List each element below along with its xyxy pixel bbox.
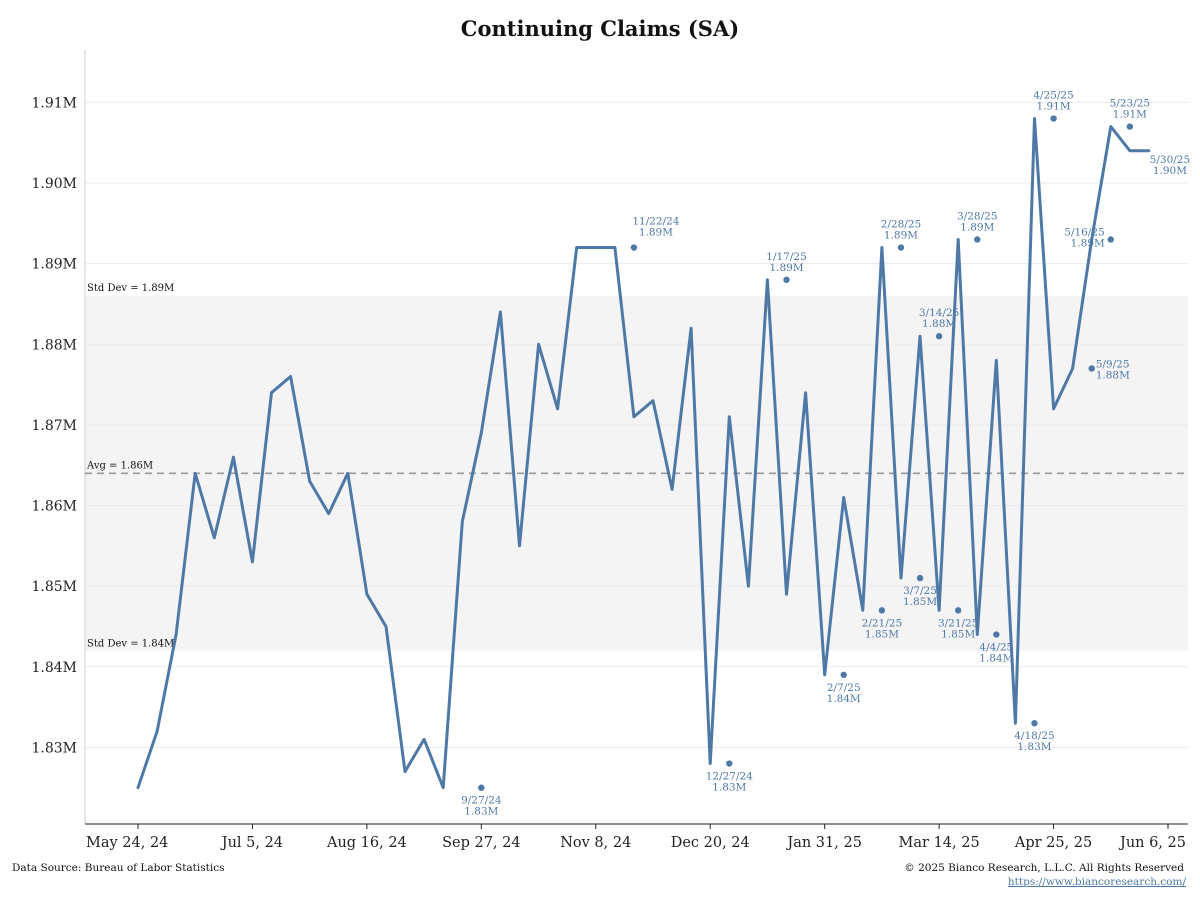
y-tick-label: 1.87M [31, 418, 77, 434]
annotation-date-label: 4/25/25 [1033, 90, 1073, 102]
data-point-marker [897, 244, 905, 251]
data-point-marker [935, 333, 943, 340]
annotation-date-label: 3/28/25 [957, 210, 997, 222]
data-source-note: Data Source: Bureau of Labor Statistics [12, 862, 225, 874]
x-tick-label: Jul 5, 24 [220, 835, 283, 851]
annotation-date-label: 3/21/25 [938, 617, 978, 629]
annotation-date-label: 2/21/25 [862, 617, 902, 629]
data-point-marker [1031, 720, 1038, 727]
data-point-marker [1126, 123, 1134, 130]
x-tick-label: Apr 25, 25 [1014, 835, 1092, 851]
annotation-date-label: 9/27/24 [461, 795, 502, 807]
annotation-date-label: 2/28/25 [881, 219, 921, 231]
annotation-value-label: 1.85M [865, 628, 899, 640]
annotation-value-label: 1.89M [769, 262, 803, 274]
x-tick-label: Sep 27, 24 [442, 835, 521, 851]
data-point-marker [974, 236, 981, 243]
data-point-marker [1050, 115, 1057, 122]
annotation-value-label: 1.89M [884, 230, 918, 242]
x-tick-label: May 24, 24 [86, 835, 168, 851]
annotation-value-label: 1.85M [903, 596, 937, 608]
y-tick-label: 1.88M [31, 337, 77, 353]
annotation-date-label: 5/30/25 [1150, 154, 1190, 166]
copyright-note: © 2025 Bianco Research, L.L.C. All Right… [904, 862, 1184, 874]
y-tick-label: 1.84M [31, 660, 77, 676]
annotation-value-label: 1.84M [827, 693, 861, 705]
website-link[interactable]: https://www.biancoresearch.com/ [1007, 876, 1186, 888]
std-dev-upper-label: Std Dev = 1.89M [87, 283, 174, 294]
annotation-date-label: 4/4/25 [979, 642, 1013, 654]
annotation-date-label: 11/22/24 [632, 216, 679, 228]
annotation-date-label: 1/17/25 [766, 251, 806, 263]
annotation-date-label: 5/23/25 [1110, 98, 1150, 110]
y-tick-label: 1.89M [31, 257, 77, 273]
annotation-value-label: 1.90M [1153, 165, 1187, 177]
annotation-value-label: 1.89M [960, 221, 994, 233]
data-point-marker [840, 671, 847, 679]
chart-title: Continuing Claims (SA) [460, 16, 740, 41]
annotation-value-label: 1.88M [922, 318, 956, 330]
data-point-marker [783, 276, 790, 283]
annotation-date-label: 5/16/25 [1064, 226, 1104, 238]
annotation-value-label: 1.91M [1036, 101, 1070, 113]
series-line [136, 117, 1151, 790]
annotation-value-label: 1.88M [1096, 369, 1130, 381]
y-tick-label: 1.83M [31, 740, 77, 756]
y-tick-label: 1.86M [31, 499, 77, 515]
data-point-marker [993, 631, 1000, 638]
data-point-marker [478, 784, 485, 791]
annotation-date-label: 12/27/24 [706, 771, 753, 783]
annotation-value-label: 1.83M [464, 806, 498, 818]
annotation-date-label: 3/7/25 [903, 585, 937, 597]
data-point-marker [1107, 236, 1114, 243]
data-point-marker [1088, 365, 1095, 372]
annotation-value-label: 1.83M [1017, 741, 1051, 753]
annotation-value-label: 1.85M [941, 628, 975, 640]
annotation-date-label: 4/18/25 [1014, 730, 1054, 742]
data-point-marker [878, 607, 886, 614]
annotation-value-label: 1.83M [712, 782, 746, 794]
x-tick-label: Dec 20, 24 [671, 835, 750, 851]
data-point-marker [726, 760, 733, 767]
data-point-marker [630, 244, 638, 251]
y-tick-label: 1.90M [31, 176, 77, 192]
annotation-date-label: 3/14/25 [919, 307, 959, 319]
data-point-marker [916, 574, 924, 582]
x-tick-label: Mar 14, 25 [899, 835, 980, 851]
x-tick-label: Jan 31, 25 [785, 835, 862, 851]
x-tick-label: Aug 16, 24 [326, 835, 407, 851]
x-tick-label: Jun 6, 25 [1118, 835, 1186, 851]
annotation-value-label: 1.91M [1113, 109, 1147, 121]
std-dev-lower-label: Std Dev = 1.84M [87, 639, 174, 650]
annotation-value-label: 1.89M [639, 227, 673, 239]
annotation-value-label: 1.84M [979, 653, 1013, 665]
data-point-marker [954, 607, 962, 614]
y-tick-label: 1.91M [31, 95, 77, 111]
annotation-value-label: 1.89M [1071, 237, 1105, 249]
annotation-date-label: 5/9/25 [1096, 358, 1130, 370]
y-tick-label: 1.85M [31, 579, 77, 595]
x-tick-label: Nov 8, 24 [560, 835, 631, 851]
average-label: Avg = 1.86M [86, 460, 153, 471]
annotation-date-label: 2/7/25 [827, 682, 861, 694]
